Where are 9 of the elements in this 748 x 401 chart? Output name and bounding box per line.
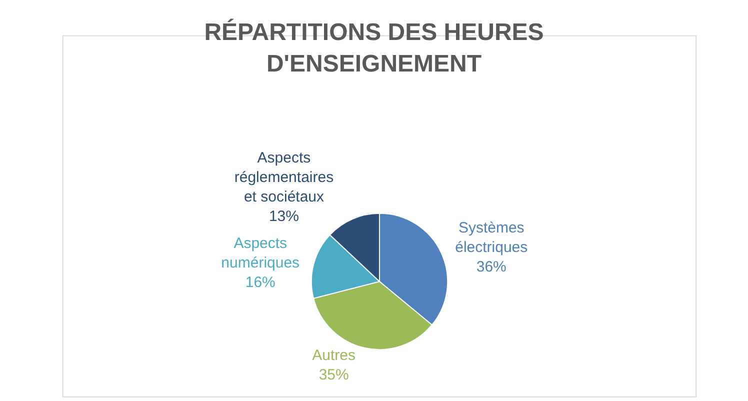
- slice-label: Aspects numériques: [221, 234, 300, 272]
- data-label: 16%: [245, 274, 276, 291]
- chart-title: RÉPARTITIONS DES HEURES D'ENSEIGNEMENT: [204, 18, 544, 78]
- data-label: 13%: [268, 208, 299, 225]
- data-label: 36%: [476, 258, 506, 276]
- data-label: 35%: [318, 366, 349, 384]
- slice-label: Aspects réglementaires et sociétaux: [234, 149, 334, 206]
- slice-label: Systèmes électriques: [455, 219, 528, 256]
- slice-label: Autres: [312, 347, 356, 364]
